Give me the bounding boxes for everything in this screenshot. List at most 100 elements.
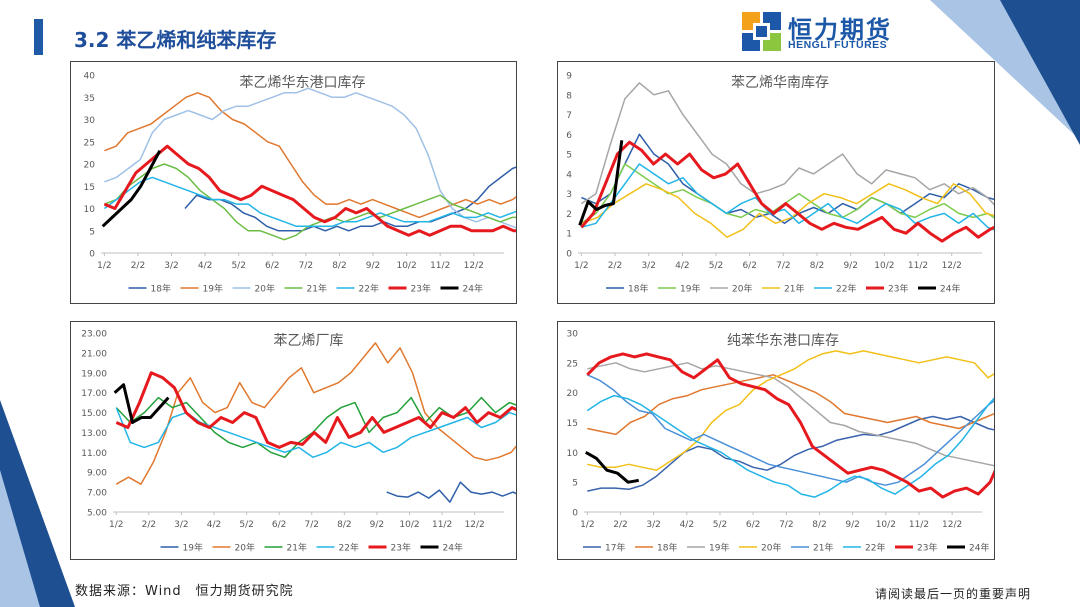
x-tick-label: 8/2 (337, 520, 351, 530)
series-line-21年 (115, 396, 516, 459)
x-tick-label: 1/2 (574, 261, 588, 271)
legend-label: 24年 (443, 542, 463, 554)
legend-label: 22年 (359, 283, 379, 295)
decor-top-right-dark (1000, 0, 1080, 145)
x-tick-label: 3/2 (646, 520, 660, 530)
legend-label: 19年 (203, 283, 223, 295)
chart-panel-styrene-east: 0 5 10 15 20 25 30 35 40 1/2 2/2 3/2 4/2 5/2 6/2 7/2 8/2… (70, 61, 517, 304)
legend-label: 23年 (888, 283, 908, 295)
y-tick-label: 17.00 (81, 389, 107, 399)
chart-benzene-east: 0 5 10 15 20 25 30 1/2 2/2 3/2 4/2 5/2 6/2 7/2 8/2 9/2 1… (567, 330, 994, 554)
page-title: 3.2 苯乙烯和纯苯库存 (74, 28, 277, 52)
y-tick-label: 23.00 (81, 330, 107, 340)
series-line-19年 (386, 481, 516, 503)
legend-label: 23年 (917, 542, 937, 554)
y-tick-label: 25 (567, 359, 578, 369)
legend-label: 18年 (657, 542, 677, 554)
y-tick-label: 0 (89, 250, 95, 260)
legend-label: 18年 (628, 283, 648, 295)
x-tick-label: 2/2 (142, 520, 156, 530)
y-tick-label: 9 (566, 72, 572, 82)
chart-title: 纯苯华东港口库存 (727, 332, 839, 349)
y-tick-label: 20 (84, 161, 96, 171)
x-tick-label: 11/2 (908, 261, 928, 271)
legend-label: 19年 (183, 542, 203, 554)
x-tick-label: 12/2 (942, 520, 962, 530)
y-tick-label: 5 (572, 479, 578, 489)
y-tick-label: 7 (566, 111, 572, 121)
x-tick-label: 2/2 (608, 261, 622, 271)
series-line-22年 (581, 163, 994, 231)
chart-styrene-east: 0 5 10 15 20 25 30 35 40 1/2 2/2 3/2 4/2 5/2 6/2 7/2 8/2… (84, 72, 516, 295)
x-tick-label: 11/2 (909, 520, 929, 530)
decor-bottom-left-light (0, 470, 40, 607)
x-tick-label: 12/2 (464, 261, 484, 271)
legend-label: 21年 (287, 542, 307, 554)
x-tick-label: 6/2 (746, 520, 760, 530)
y-tick-label: 10 (84, 205, 96, 215)
legend-label: 23年 (391, 542, 411, 554)
y-tick-label: 30 (567, 330, 579, 340)
y-tick-label: 9.00 (87, 469, 107, 479)
y-tick-label: 6 (566, 131, 572, 141)
legend-label: 22年 (865, 542, 885, 554)
legend-label: 24年 (463, 283, 483, 295)
chart-styrene-factory: 5.00 7.00 9.00 11.00 13.00 15.00 17.00 19.00 21.… (81, 330, 516, 554)
y-tick-label: 0 (572, 509, 578, 519)
y-tick-label: 7.00 (87, 489, 107, 499)
x-tick-label: 10/2 (876, 520, 896, 530)
x-tick-label: 3/2 (641, 261, 655, 271)
series-line-20年 (115, 342, 516, 485)
series-line-18年 (587, 374, 994, 436)
legend-label: 18年 (151, 283, 171, 295)
legend-label: 19年 (680, 283, 700, 295)
y-tick-label: 25 (84, 138, 95, 148)
series-line-20年 (104, 87, 516, 229)
x-tick-label: 1/2 (97, 261, 111, 271)
series-line-18年 (184, 166, 516, 232)
x-tick-label: 11/2 (430, 261, 450, 271)
x-tick-label: 7/2 (776, 261, 790, 271)
x-tick-label: 8/2 (810, 261, 824, 271)
series-line-23年 (115, 371, 516, 449)
y-tick-label: 13.00 (81, 429, 107, 439)
y-tick-label: 30 (84, 116, 96, 126)
chart-title: 苯乙烯厂库 (274, 332, 344, 349)
legend-label: 19年 (709, 542, 729, 554)
y-tick-label: 15 (84, 183, 95, 193)
company-logo: 恒力期货 HENGLI FUTURES (742, 10, 912, 52)
x-tick-label: 1/2 (580, 520, 594, 530)
series-line-20年 (587, 350, 994, 471)
x-tick-label: 10/2 (396, 261, 416, 271)
series-line-19年 (587, 362, 994, 467)
x-tick-label: 6/2 (742, 261, 756, 271)
y-tick-label: 15.00 (81, 409, 107, 419)
series-line-23年 (586, 352, 994, 499)
x-tick-label: 2/2 (613, 520, 627, 530)
y-tick-label: 21.00 (81, 349, 107, 359)
legend-label: 24年 (969, 542, 989, 554)
x-tick-label: 2/2 (131, 261, 145, 271)
legend-label: 20年 (235, 542, 255, 554)
y-tick-label: 4 (566, 170, 572, 180)
y-tick-label: 10 (567, 449, 579, 459)
y-tick-label: 2 (566, 210, 572, 220)
logo-mark-icon (742, 12, 781, 51)
logo-text-cn: 恒力期货 (788, 16, 892, 44)
data-source-note: 数据来源：Wind 恒力期货研究院 (75, 584, 294, 599)
legend-label: 21年 (813, 542, 833, 554)
logo-text-en: HENGLI FUTURES (788, 39, 888, 51)
x-tick-label: 7/2 (305, 520, 319, 530)
y-tick-label: 20 (567, 389, 579, 399)
x-tick-label: 11/2 (432, 520, 452, 530)
legend-label: 21年 (307, 283, 327, 295)
x-tick-label: 5/2 (231, 261, 245, 271)
x-tick-label: 5/2 (709, 261, 723, 271)
series-line-18年 (581, 133, 994, 225)
series-line-24年 (113, 383, 170, 424)
x-tick-label: 3/2 (174, 520, 188, 530)
chart-panel-styrene-south: 0 1 2 3 4 5 6 7 8 9 1/2 2/2 3/2 4/2 5/2 6/2 7/2 8/2 9/2 10/… (557, 61, 995, 304)
x-tick-label: 8/2 (812, 520, 826, 530)
series-line-23年 (103, 144, 516, 237)
series-line-22年 (115, 407, 516, 459)
